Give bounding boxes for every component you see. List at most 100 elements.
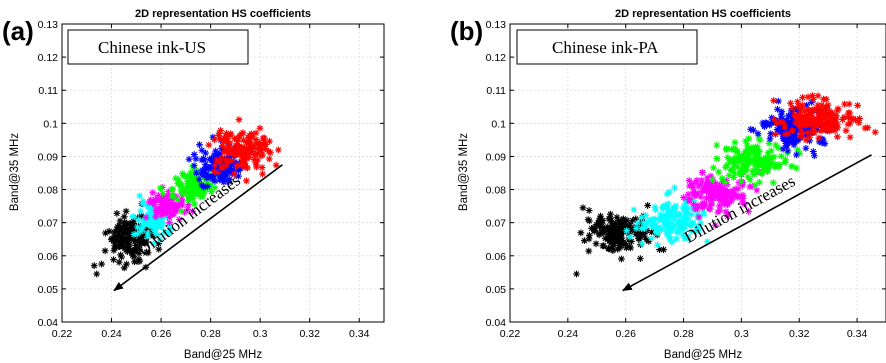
scatter-point bbox=[193, 185, 201, 193]
scatter-point bbox=[242, 154, 250, 162]
scatter-point bbox=[724, 210, 732, 218]
scatter-point bbox=[663, 190, 671, 198]
scatter-point bbox=[225, 149, 233, 157]
scatter-point bbox=[648, 228, 656, 236]
chart-panel-b: (b) 2D representation HS coefficients 0.… bbox=[450, 8, 886, 361]
scatter-point bbox=[667, 227, 675, 235]
scatter-point bbox=[151, 219, 159, 227]
scatter-point bbox=[216, 176, 224, 184]
scatter-point bbox=[165, 229, 172, 237]
scatter-point bbox=[814, 101, 822, 109]
scatter-point bbox=[189, 207, 196, 215]
scatter-point bbox=[241, 159, 248, 167]
scatter-point bbox=[823, 119, 831, 126]
scatter-point bbox=[220, 145, 228, 153]
scatter-point bbox=[184, 186, 191, 194]
scatter-point bbox=[754, 130, 762, 138]
scatter-point bbox=[774, 144, 782, 152]
legend-label: Chinese ink-US bbox=[98, 38, 206, 57]
scatter-point bbox=[774, 105, 781, 113]
scatter-point bbox=[599, 217, 607, 224]
scatter-point bbox=[147, 217, 155, 224]
x-tick-label: 0.34 bbox=[349, 328, 370, 340]
scatter-point bbox=[708, 176, 716, 184]
scatter-point bbox=[159, 190, 167, 197]
scatter-point bbox=[135, 249, 143, 257]
scatter-point bbox=[804, 93, 812, 101]
scatter-point bbox=[620, 220, 628, 228]
scatter-point bbox=[697, 180, 705, 188]
scatter-point bbox=[178, 195, 185, 203]
scatter-point bbox=[157, 223, 165, 231]
scatter-point bbox=[120, 264, 128, 272]
y-tick-label: 0.13 bbox=[38, 19, 59, 31]
scatter-point bbox=[238, 153, 246, 161]
scatter-point bbox=[846, 119, 854, 127]
scatter-point bbox=[192, 155, 200, 163]
scatter-point bbox=[698, 169, 706, 176]
scatter-point bbox=[210, 151, 218, 159]
scatter-point bbox=[759, 119, 767, 127]
scatter-point bbox=[686, 195, 694, 203]
scatter-point bbox=[222, 132, 230, 140]
scatter-point bbox=[248, 148, 256, 156]
y-tick-label: 0.07 bbox=[486, 218, 507, 230]
scatter-point bbox=[657, 211, 664, 219]
y-tick-label: 0.11 bbox=[486, 85, 506, 97]
scatter-point bbox=[171, 206, 179, 214]
scatter-point bbox=[821, 140, 829, 148]
scatter-point bbox=[715, 193, 723, 201]
scatter-point bbox=[664, 200, 672, 208]
scatter-point bbox=[577, 229, 585, 237]
scatter-point bbox=[599, 242, 607, 250]
scatter-point bbox=[139, 232, 147, 240]
scatter-point bbox=[855, 119, 863, 127]
scatter-point bbox=[703, 174, 711, 182]
scatter-point bbox=[723, 145, 731, 153]
scatter-point bbox=[777, 111, 785, 119]
scatter-point bbox=[169, 202, 177, 209]
scatter-point bbox=[808, 98, 815, 106]
scatter-point bbox=[596, 223, 603, 231]
scatter-point bbox=[156, 218, 164, 226]
scatter-point bbox=[822, 95, 830, 103]
scatter-point bbox=[133, 230, 141, 238]
scatter-point bbox=[244, 145, 252, 152]
scatter-point bbox=[814, 106, 822, 114]
scatter-point bbox=[216, 135, 224, 142]
scatter-point bbox=[189, 185, 197, 193]
scatter-point bbox=[198, 146, 206, 154]
scatter-point bbox=[712, 179, 720, 187]
scatter-point bbox=[230, 165, 237, 173]
scatter-point bbox=[209, 133, 217, 141]
scatter-point bbox=[660, 246, 667, 254]
scatter-point bbox=[210, 168, 218, 175]
scatter-point bbox=[200, 155, 207, 162]
scatter-point bbox=[652, 206, 660, 214]
scatter-point bbox=[623, 216, 631, 224]
scatter-point bbox=[716, 202, 723, 210]
scatter-point bbox=[658, 226, 665, 234]
scatter-point bbox=[705, 185, 713, 193]
scatter-point bbox=[748, 144, 756, 151]
scatter-point bbox=[815, 138, 823, 146]
scatter-point bbox=[626, 233, 634, 241]
scatter-point bbox=[592, 221, 600, 228]
scatter-point bbox=[845, 100, 853, 108]
scatter-point bbox=[250, 155, 258, 163]
scatter-point bbox=[783, 120, 791, 127]
scatter-point bbox=[272, 161, 280, 169]
scatter-point bbox=[775, 97, 782, 105]
scatter-point bbox=[691, 192, 699, 200]
scatter-point bbox=[709, 164, 717, 172]
scatter-point bbox=[744, 160, 752, 168]
scatter-point bbox=[239, 157, 247, 164]
scatter-point bbox=[784, 147, 792, 155]
scatter-point bbox=[110, 256, 117, 264]
scatter-point bbox=[265, 147, 273, 155]
scatter-point bbox=[678, 219, 686, 227]
scatter-point bbox=[607, 210, 614, 218]
scatter-point bbox=[90, 262, 98, 270]
scatter-point bbox=[698, 176, 706, 184]
scatter-point bbox=[735, 155, 742, 163]
